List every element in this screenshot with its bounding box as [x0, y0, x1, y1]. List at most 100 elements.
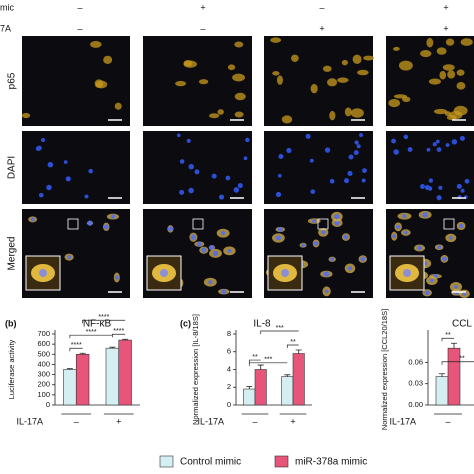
error-bar: [451, 342, 457, 349]
inset-source: [67, 218, 79, 230]
cell: [357, 69, 369, 76]
cell: [198, 79, 209, 85]
cell: [21, 112, 31, 119]
x-category-label: +: [116, 416, 121, 426]
nucleus: [237, 182, 243, 189]
nucleus: [426, 147, 431, 152]
nucleus: [277, 227, 283, 232]
nucleus: [179, 189, 185, 195]
cell: [322, 65, 332, 72]
nucleus: [208, 280, 213, 285]
nucleus: [67, 255, 72, 260]
condition-sign: +: [443, 23, 448, 33]
y-tick-label: 6: [227, 347, 231, 356]
error-bar: [109, 346, 116, 349]
nucleus: [362, 168, 367, 173]
x-axis-label: IL-17A: [16, 416, 43, 426]
cell: [276, 75, 283, 85]
nucleus: [275, 191, 282, 198]
nucleus: [391, 138, 396, 144]
error-bar: [439, 373, 445, 377]
condition-sign: +: [200, 2, 205, 12]
nucleus: [227, 248, 232, 253]
nucleus: [396, 224, 401, 230]
cell: [337, 77, 349, 83]
cell: [344, 107, 352, 117]
nucleus: [361, 178, 366, 183]
nucleus: [309, 158, 314, 163]
cell: [291, 54, 299, 62]
nucleus: [334, 214, 340, 220]
cell: [445, 38, 455, 46]
nucleus: [324, 147, 331, 153]
bar: [105, 347, 120, 406]
y-axis-label: Luciferase activity: [7, 339, 16, 399]
nucleus: [87, 220, 93, 226]
cell: [183, 59, 193, 67]
significance-label: **: [459, 356, 465, 363]
cell: [428, 78, 441, 85]
cell: [272, 71, 280, 76]
cell: [426, 37, 434, 48]
panel-label: (b): [5, 318, 17, 328]
nucleus: [437, 245, 442, 250]
significance-bracket: [69, 347, 83, 352]
nucleus: [286, 147, 292, 154]
nucleus: [30, 217, 35, 222]
nucleus: [323, 271, 330, 277]
cell: [329, 110, 336, 121]
nucleus: [209, 245, 215, 251]
significance-bracket: [112, 333, 126, 338]
y-tick-label: 600: [37, 339, 50, 348]
y-tick-label: 700: [37, 329, 50, 338]
cell: [352, 54, 362, 64]
condition-sign: –: [319, 2, 324, 12]
nucleus: [460, 188, 465, 193]
nucleus: [243, 156, 248, 161]
nucleus: [343, 234, 349, 240]
significance-bracket: [69, 334, 113, 339]
nucleus: [407, 147, 413, 152]
nucleus: [313, 241, 319, 246]
nucleus: [211, 173, 217, 179]
nucleus: [47, 161, 54, 168]
micrograph: [22, 36, 130, 126]
significance-label: ****: [113, 328, 124, 335]
inset-source: [192, 218, 204, 230]
nucleus: [301, 243, 305, 248]
y-axis-label: Normalized expression [IL-8/18S]: [191, 314, 200, 425]
legend-label: miR-378a mimic: [295, 457, 367, 468]
nucleus: [324, 289, 329, 294]
nucleus: [403, 230, 408, 235]
bar: [254, 369, 267, 406]
cell: [217, 109, 224, 115]
nucleus: [179, 159, 185, 164]
panel-label: (c): [180, 318, 191, 328]
nucleus: [277, 173, 282, 178]
cell: [420, 50, 432, 58]
nucleus: [403, 134, 409, 140]
cell: [449, 111, 463, 120]
cell: [398, 60, 413, 71]
condition-sign: +: [443, 2, 448, 12]
nucleus: [458, 223, 464, 229]
y-axis-label: Normalized expression [CCL20/18S]: [380, 309, 389, 430]
inset-source: [443, 218, 455, 230]
nucleus: [103, 224, 109, 230]
error-bar: [284, 374, 291, 377]
nucleus: [442, 256, 447, 262]
inset-nucleus: [160, 269, 168, 277]
nucleus: [330, 257, 335, 262]
inset-nucleus: [39, 269, 47, 277]
nucleus: [305, 133, 311, 139]
micrograph: [143, 36, 252, 126]
cell: [281, 115, 293, 124]
nucleus: [422, 212, 428, 218]
nucleus: [188, 163, 195, 170]
bar: [63, 369, 77, 406]
micrograph: [143, 131, 252, 204]
cell: [175, 80, 187, 87]
cell: [209, 113, 220, 119]
nucleus: [312, 218, 317, 224]
